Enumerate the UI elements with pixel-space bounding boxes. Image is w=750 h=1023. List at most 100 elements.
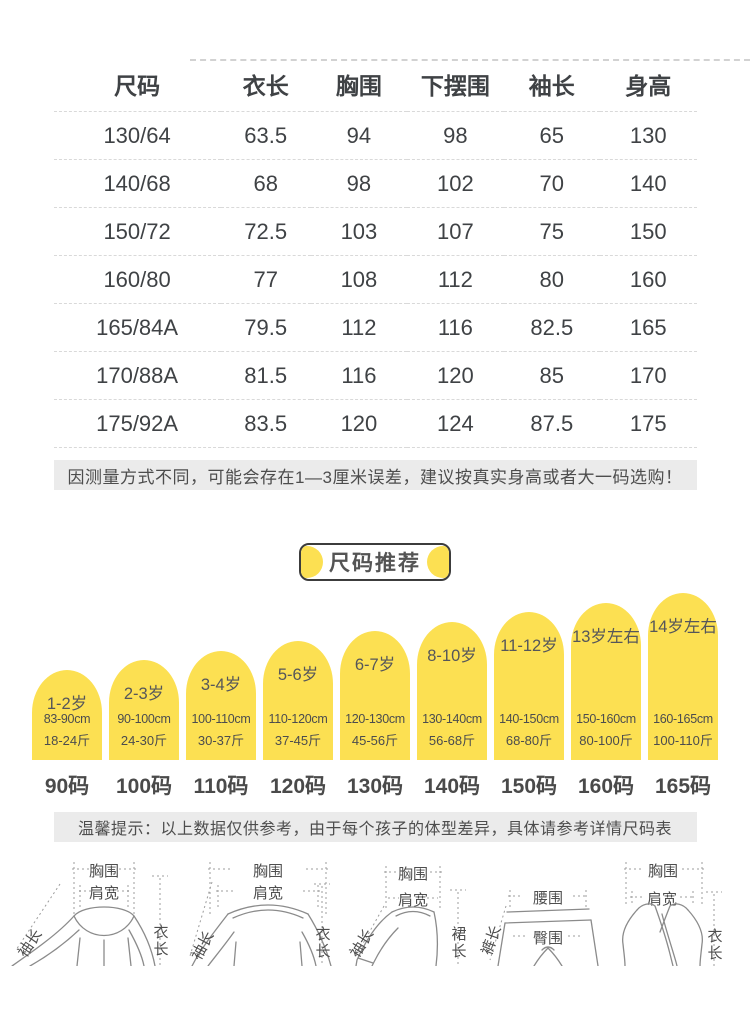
- size-arch: 14岁左右 160-165cm 100-110斤: [648, 593, 718, 760]
- size-table-cell: 130/64: [53, 111, 221, 160]
- jacket-diagram: 胸围 肩宽 袖长 衣长: [11, 862, 169, 966]
- size-arch: 6-7岁 120-130cm 45-56斤: [340, 631, 410, 760]
- badge-title: 尺码推荐: [329, 552, 421, 575]
- size-table-cell: 160: [600, 255, 697, 304]
- size-code-label: 90码: [44, 775, 90, 798]
- size-table-cell: 130: [600, 111, 697, 160]
- age-range-label: 6-7岁: [354, 656, 396, 674]
- size-table-cell: 116: [310, 351, 408, 400]
- weight-range-label: 100-110斤: [653, 733, 713, 748]
- weight-range-label: 18-24斤: [43, 733, 91, 748]
- size-table-row: 150/72 72.5 103 107 75 150: [53, 207, 697, 256]
- size-table-header-row: 尺码 衣长 胸围 下摆围 袖长 身高: [53, 57, 697, 112]
- size-table-cell: 81.5: [220, 351, 311, 400]
- size-table-cell: 160/80: [53, 255, 221, 304]
- size-table-cell: 150/72: [53, 207, 221, 256]
- size-table-cell: 68: [220, 159, 311, 208]
- size-table: 尺码 衣长 胸围 下摆围 袖长 身高 130/64 63.5 94 98 65 130 140/68 6…: [53, 57, 697, 448]
- badge-left-dot: [301, 546, 323, 578]
- size-code-label: 110码: [193, 775, 249, 798]
- height-range-label: 110-120cm: [268, 712, 328, 726]
- size-code-label: 140码: [423, 775, 481, 798]
- size-table-cell: 150: [600, 207, 697, 256]
- column-header: 尺码: [53, 57, 221, 112]
- jacket-sleeve-label: 袖长: [15, 926, 46, 960]
- measure-note: 因测量方式不同，可能会存在1—3厘米误差，建议按真实身高或者大一码选购！: [53, 460, 697, 490]
- column-header: 袖长: [503, 57, 601, 112]
- dress-chest-label: 胸围: [398, 866, 428, 883]
- height-range-label: 83-90cm: [43, 712, 91, 726]
- pants-length-label: 裤长: [479, 923, 505, 957]
- vest-length-label: 衣长: [706, 928, 723, 962]
- size-arch: 11-12岁 140-150cm 68-80斤: [494, 612, 564, 760]
- reference-note: 温馨提示：以上数据仅供参考，由于每个孩子的体型差异，具体请参考详情尺码表: [53, 812, 697, 842]
- size-table-cell: 112: [407, 255, 504, 304]
- height-range-label: 100-110cm: [191, 712, 251, 726]
- weight-range-label: 56-68斤: [428, 733, 476, 748]
- vest-chest-label: 胸围: [648, 863, 678, 880]
- size-arch: 5-6岁 110-120cm 37-45斤: [263, 641, 333, 760]
- garment-diagrams: 胸围 肩宽 袖长 衣长 胸围 肩宽 袖长 衣长 胸围 肩宽 袖长: [11, 862, 723, 966]
- height-range-label: 90-100cm: [117, 712, 171, 726]
- size-code-label: 120码: [269, 775, 327, 798]
- size-table-cell: 72.5: [220, 207, 311, 256]
- size-code-label: 130码: [346, 775, 404, 798]
- size-table-cell: 82.5: [503, 303, 601, 352]
- top-divider: [190, 59, 750, 61]
- column-header: 胸围: [310, 57, 408, 112]
- age-range-label: 13岁左右: [572, 628, 640, 646]
- dress-diagram: 胸围 肩宽 袖长 裙长: [347, 866, 467, 966]
- sweater-length-label: 衣长: [314, 926, 331, 960]
- size-table-cell: 70: [503, 159, 601, 208]
- size-table-cell: 116: [407, 303, 504, 352]
- weight-range-label: 37-45斤: [274, 733, 322, 748]
- size-arch: 13岁左右 150-160cm 80-100斤: [571, 603, 641, 760]
- size-table-cell: 120: [310, 399, 408, 448]
- height-range-label: 140-150cm: [499, 712, 559, 726]
- weight-range-label: 68-80斤: [505, 733, 553, 748]
- size-arch: 2-3岁 90-100cm 24-30斤: [109, 660, 179, 760]
- jacket-length-label: 衣长: [152, 924, 169, 958]
- size-table-cell: 165: [600, 303, 697, 352]
- size-table-cell: 77: [220, 255, 311, 304]
- column-header: 下摆围: [407, 57, 504, 112]
- sweater-diagram: 胸围 肩宽 袖长 衣长: [188, 862, 332, 966]
- age-range-label: 11-12岁: [500, 637, 558, 655]
- size-arch: 1-2岁 83-90cm 18-24斤: [32, 670, 102, 760]
- pants-diagram: 腰围 臀围 裤长: [479, 890, 599, 966]
- size-table-cell: 175: [600, 399, 697, 448]
- size-table-cell: 140: [600, 159, 697, 208]
- dress-shoulder-label: 肩宽: [398, 892, 428, 909]
- size-table-cell: 63.5: [220, 111, 311, 160]
- size-table-cell: 102: [407, 159, 504, 208]
- size-table-cell: 140/68: [53, 159, 221, 208]
- dress-length-label: 裙长: [450, 926, 467, 960]
- badge-right-dot: [427, 546, 449, 578]
- size-table-cell: 98: [407, 111, 504, 160]
- size-table-cell: 85: [503, 351, 601, 400]
- height-range-label: 160-165cm: [653, 712, 713, 726]
- jacket-shoulder-label: 肩宽: [89, 885, 119, 902]
- column-header: 衣长: [220, 57, 311, 112]
- size-table-cell: 94: [310, 111, 408, 160]
- size-table-cell: 79.5: [220, 303, 311, 352]
- age-range-label: 1-2岁: [46, 695, 88, 713]
- size-code-labels: 90码 100码 110码 120码 130码 140码 150码 160码 165码: [0, 770, 750, 798]
- size-table-cell: 170/88A: [53, 351, 221, 400]
- size-table-cell: 124: [407, 399, 504, 448]
- weight-range-label: 30-37斤: [197, 733, 245, 748]
- size-arch: 3-4岁 100-110cm 30-37斤: [186, 651, 256, 760]
- age-range-label: 14岁左右: [649, 618, 717, 636]
- size-table-row: 160/80 77 108 112 80 160: [53, 255, 697, 304]
- size-code-label: 165码: [654, 775, 712, 798]
- pants-waist-label: 腰围: [533, 890, 563, 907]
- age-range-label: 5-6岁: [277, 666, 319, 684]
- size-table-cell: 65: [503, 111, 601, 160]
- vest-diagram: 胸围 肩宽 衣长: [622, 862, 723, 966]
- size-table-cell: 98: [310, 159, 408, 208]
- size-table-cell: 107: [407, 207, 504, 256]
- size-table-cell: 83.5: [220, 399, 311, 448]
- size-table-cell: 75: [503, 207, 601, 256]
- height-range-label: 150-160cm: [576, 712, 636, 726]
- size-arches: 1-2岁 83-90cm 18-24斤 2-3岁 90-100cm 24-30斤 3-4岁 1…: [0, 593, 750, 760]
